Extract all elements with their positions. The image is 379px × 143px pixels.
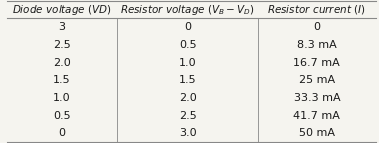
Text: $\mathit{Diode\ voltage\ (VD)}$: $\mathit{Diode\ voltage\ (VD)}$ [12,3,112,17]
Text: 2.5: 2.5 [53,40,71,50]
Text: $\mathit{Resistor\ current\ (I)}$: $\mathit{Resistor\ current\ (I)}$ [268,3,366,16]
Text: 41.7 mA: 41.7 mA [293,111,340,121]
Text: 3: 3 [58,22,66,32]
Text: 1.0: 1.0 [179,58,196,68]
Text: 0.5: 0.5 [53,111,71,121]
Text: $\mathit{Resistor\ voltage\ (V_B - V_D)}$: $\mathit{Resistor\ voltage\ (V_B - V_D)}… [120,3,255,17]
Text: 2.5: 2.5 [179,111,196,121]
Text: 1.5: 1.5 [179,75,196,85]
Text: 2.0: 2.0 [179,93,196,103]
Text: 16.7 mA: 16.7 mA [293,58,340,68]
Text: 0: 0 [184,22,191,32]
Text: 8.3 mA: 8.3 mA [297,40,337,50]
Text: 25 mA: 25 mA [299,75,335,85]
Text: 1.0: 1.0 [53,93,71,103]
Text: 0: 0 [313,22,320,32]
Text: 3.0: 3.0 [179,128,196,138]
Text: 0.5: 0.5 [179,40,196,50]
Text: 2.0: 2.0 [53,58,71,68]
Text: 50 mA: 50 mA [299,128,335,138]
Text: 1.5: 1.5 [53,75,71,85]
Text: 33.3 mA: 33.3 mA [293,93,340,103]
Text: 0: 0 [58,128,66,138]
